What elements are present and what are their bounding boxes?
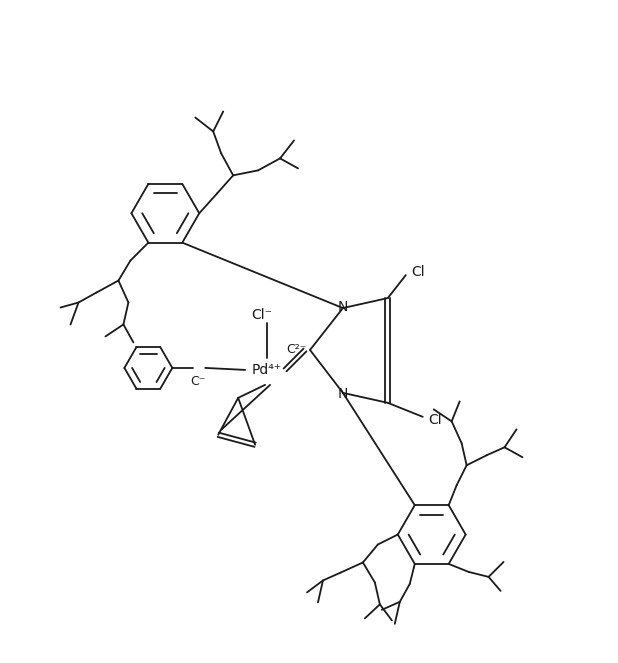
Text: C²⁻: C²⁻ <box>286 343 306 357</box>
Text: C⁻: C⁻ <box>190 375 206 389</box>
Text: Cl⁻: Cl⁻ <box>252 308 273 322</box>
Text: Cl: Cl <box>428 413 441 427</box>
Text: Pd⁴⁺: Pd⁴⁺ <box>252 363 282 377</box>
Text: N: N <box>337 300 348 314</box>
Text: N: N <box>337 387 348 401</box>
Text: Cl: Cl <box>411 265 425 279</box>
